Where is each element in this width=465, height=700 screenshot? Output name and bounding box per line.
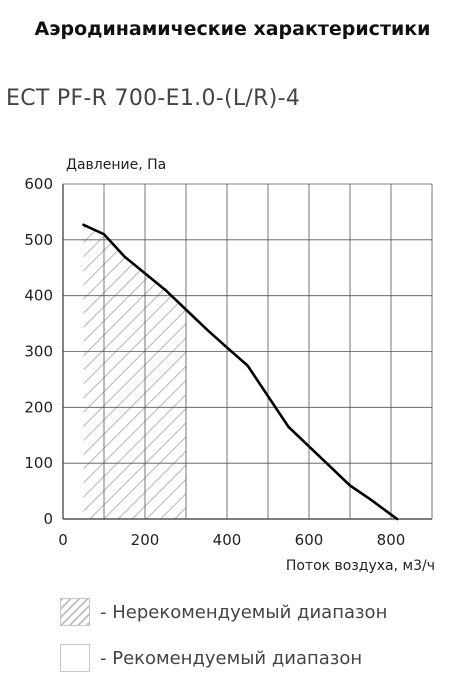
y-tick-label: 600 <box>24 175 53 193</box>
legend-label-non-recommended: - Нерекомендуемый диапазон <box>100 601 388 623</box>
x-tick-label: 0 <box>58 531 68 549</box>
legend-item-non-recommended: - Нерекомендуемый диапазон <box>60 596 387 628</box>
model-name: ECT PF-R 700-E1.0-(L/R)-4 <box>6 86 301 111</box>
y-tick-label: 100 <box>24 454 53 472</box>
y-tick-label: 300 <box>24 343 53 361</box>
x-tick-label: 600 <box>295 531 324 549</box>
y-tick-label: 200 <box>24 398 53 416</box>
x-axis-label: Поток воздуха, м3/ч <box>286 558 435 574</box>
y-axis-label: Давление, Па <box>66 157 166 173</box>
legend-item-recommended: - Рекомендуемый диапазон <box>60 642 362 674</box>
pressure-curve <box>82 223 399 521</box>
plain-swatch-icon <box>60 644 90 672</box>
y-tick-label: 0 <box>43 510 53 528</box>
x-tick-label: 800 <box>377 531 406 549</box>
y-tick-label: 400 <box>24 287 53 305</box>
hatched-swatch-icon <box>60 598 90 626</box>
aerodynamic-chart: 0 100 200 300 400 500 600 0 200 400 600 800 Давлени… <box>24 157 435 574</box>
non-recommended-area <box>83 224 186 519</box>
legend-label-recommended: - Рекомендуемый диапазон <box>100 647 363 669</box>
x-tick-label: 200 <box>131 531 160 549</box>
page-title: Аэродинамические характеристики <box>34 18 431 40</box>
y-tick-label: 500 <box>24 231 53 249</box>
x-tick-label: 400 <box>213 531 242 549</box>
